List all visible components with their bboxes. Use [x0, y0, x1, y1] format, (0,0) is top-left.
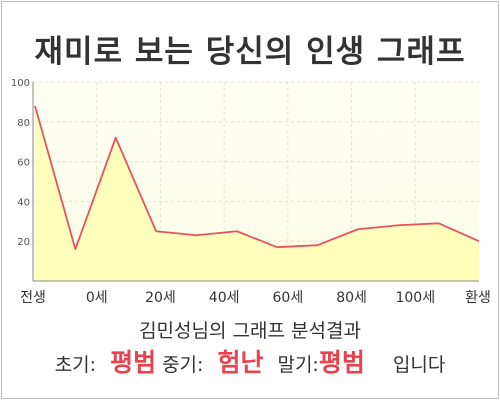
early-label: 초기: — [55, 354, 96, 376]
x-tick-labels: 전생 0세 20세 40세 60세 80세 100세 환생 — [20, 290, 491, 306]
x-tick-label: 20세 — [145, 290, 176, 306]
x-tick-label: 60세 — [273, 290, 304, 306]
analysis-summary: 김민성님의 그래프 분석결과 — [2, 318, 498, 344]
y-tick-label: 100 — [11, 78, 30, 89]
middle-label: 중기: — [162, 354, 203, 376]
x-tick-label: 40세 — [209, 290, 240, 306]
x-tick-label: 0세 — [86, 290, 108, 306]
late-value: 평범 — [319, 348, 365, 377]
y-tick-label: 80 — [17, 118, 30, 129]
x-tick-label: 전생 — [20, 290, 46, 306]
y-tick-label: 40 — [17, 197, 30, 208]
early-value: 평범 — [110, 348, 156, 377]
y-tick-label: 20 — [17, 237, 30, 248]
x-tick-label: 환생 — [465, 290, 491, 306]
x-tick-label: 100세 — [395, 290, 435, 306]
y-tick-labels: 20 40 60 80 100 — [11, 78, 30, 248]
x-tick-label: 80세 — [336, 290, 367, 306]
y-tick-label: 60 — [17, 158, 30, 169]
late-label: 말기: — [277, 354, 318, 376]
middle-value: 험난 — [217, 348, 263, 377]
result-ending: 입니다 — [393, 354, 445, 376]
